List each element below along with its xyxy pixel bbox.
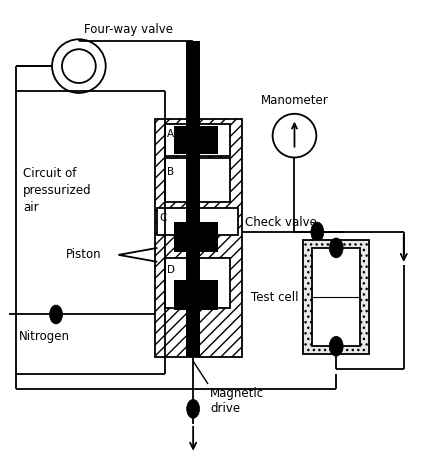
Bar <box>174 280 217 310</box>
Ellipse shape <box>49 305 62 324</box>
Text: A: A <box>167 129 174 139</box>
Bar <box>165 124 229 156</box>
Bar <box>186 41 200 357</box>
Text: Piston: Piston <box>66 249 101 261</box>
Text: Nitrogen: Nitrogen <box>19 330 70 343</box>
Bar <box>312 248 359 346</box>
Text: Circuit of
pressurized
air: Circuit of pressurized air <box>23 167 92 214</box>
Bar <box>174 222 217 252</box>
Text: B: B <box>167 167 174 177</box>
Bar <box>155 119 241 357</box>
Bar <box>174 126 217 153</box>
Bar <box>165 258 229 308</box>
Text: Magnetic
drive: Magnetic drive <box>210 387 264 415</box>
Text: C: C <box>159 213 166 223</box>
Text: Check valve: Check valve <box>244 216 316 228</box>
Text: Test cell: Test cell <box>250 291 298 304</box>
Bar <box>303 240 368 354</box>
Bar <box>157 208 237 235</box>
Ellipse shape <box>310 222 323 242</box>
Ellipse shape <box>328 336 343 356</box>
Text: Manometer: Manometer <box>260 94 328 107</box>
Text: Four-way valve: Four-way valve <box>83 23 173 36</box>
Text: D: D <box>167 265 175 275</box>
Ellipse shape <box>328 238 343 258</box>
Ellipse shape <box>186 400 199 418</box>
Bar <box>165 159 229 202</box>
